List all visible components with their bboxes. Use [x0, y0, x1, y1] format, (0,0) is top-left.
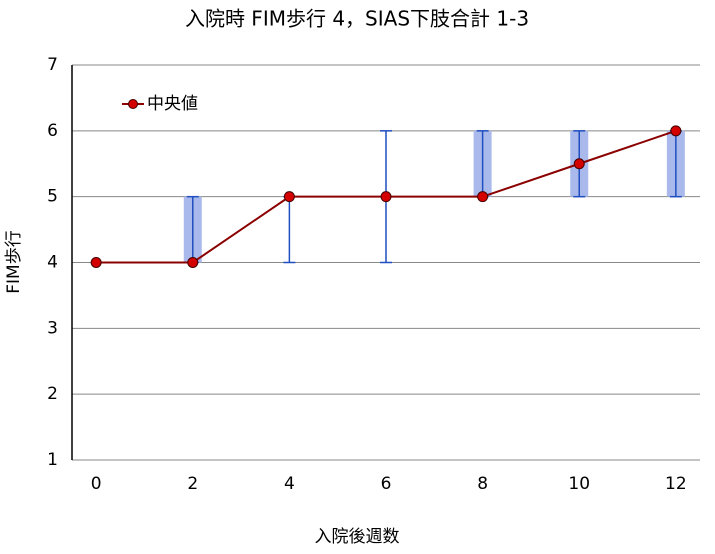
y-tick-label: 5 [47, 187, 58, 207]
x-tick-label: 2 [187, 474, 198, 494]
x-axis-label: 入院後週数 [315, 527, 400, 547]
y-tick-label: 7 [47, 55, 58, 75]
x-tick-label: 12 [665, 474, 687, 494]
median-point [573, 158, 585, 170]
y-tick-label: 6 [47, 121, 58, 141]
median-point [380, 191, 392, 203]
median-point [670, 125, 682, 137]
median-point [477, 191, 489, 203]
legend-label: 中央値 [147, 94, 198, 114]
y-tick-label: 2 [47, 384, 58, 404]
y-tick-label: 1 [47, 450, 58, 470]
y-tick-label: 3 [47, 318, 58, 338]
median-point [187, 257, 199, 268]
y-axis-label: FIM歩行 [4, 230, 24, 293]
legend-marker [128, 99, 138, 109]
chart-title: 入院時 FIM歩行 4，SIAS下肢合計 1-3 [185, 7, 529, 31]
x-tick-label: 10 [568, 474, 590, 494]
x-tick-label: 0 [91, 474, 102, 494]
x-tick-label: 8 [477, 474, 488, 494]
median-point [90, 257, 102, 268]
x-tick-label: 4 [284, 474, 295, 494]
y-tick-label: 4 [47, 253, 58, 273]
median-point [283, 191, 295, 203]
x-tick-label: 6 [381, 474, 392, 494]
